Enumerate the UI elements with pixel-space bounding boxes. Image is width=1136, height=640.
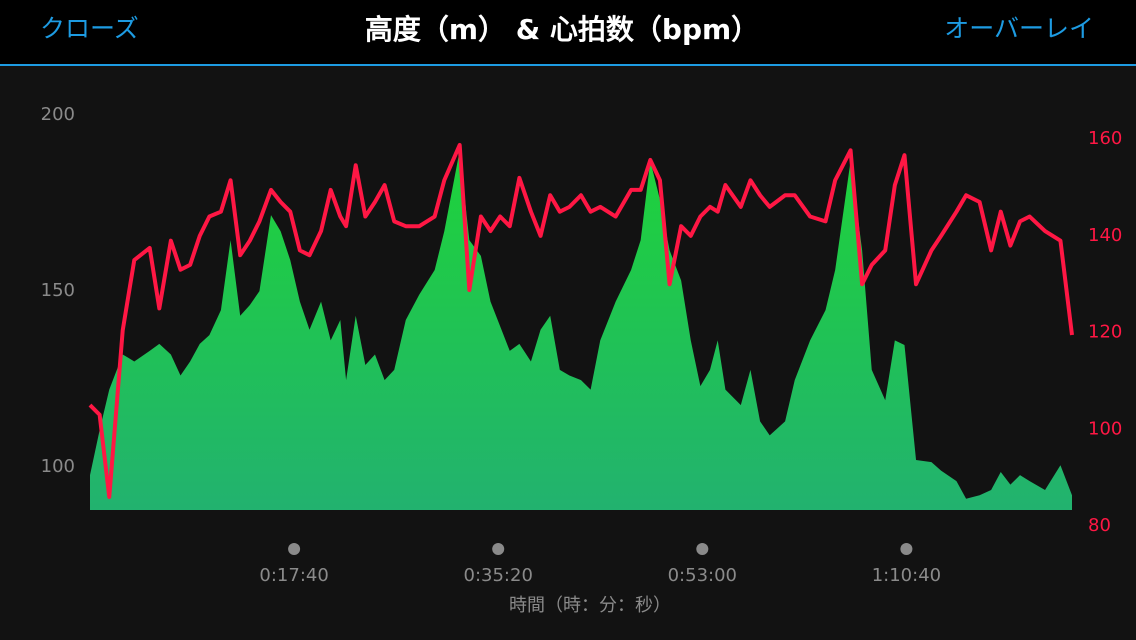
y-tick-label: 100 [41, 456, 75, 477]
x-tick-dot [492, 543, 505, 555]
header-bar [0, 0, 1136, 65]
y-tick-label: 200 [41, 104, 75, 125]
y2-tick-label: 120 [1088, 322, 1122, 343]
y2-tick-label: 140 [1088, 225, 1122, 246]
plot: 100 150 200 80 100 120 140 160 0:17:40 0:35:20 0:5… [41, 104, 1123, 586]
x-tick-label: 0:35:20 [464, 565, 533, 586]
x-tick-label: 0:53:00 [668, 565, 737, 586]
chart-title: 高度（m） & 心拍数（bpm） [365, 13, 759, 46]
elevation-area [90, 150, 1072, 511]
y-tick-label: 150 [41, 280, 75, 301]
x-tick-dot [288, 543, 301, 555]
y2-tick-label: 80 [1088, 515, 1111, 536]
heart-rate-line [88, 142, 1074, 499]
x-tick-label: 1:10:40 [872, 565, 941, 586]
header-divider [0, 64, 1136, 66]
x-tick-dot [696, 543, 709, 555]
close-button[interactable]: クローズ [40, 14, 139, 43]
x-axis-label: 時間（時：分：秒） [509, 595, 671, 616]
y2-tick-label: 160 [1088, 128, 1122, 149]
x-tick-dot [900, 543, 913, 555]
y2-tick-label: 100 [1088, 418, 1122, 439]
x-tick-label: 0:17:40 [259, 565, 328, 586]
overlay-button[interactable]: オーバーレイ [944, 14, 1094, 43]
